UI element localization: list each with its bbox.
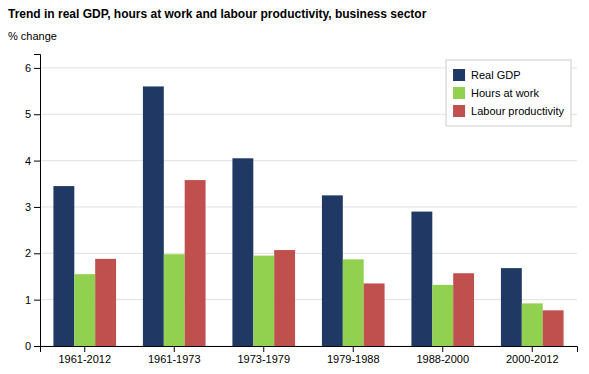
y-tick: 6	[25, 62, 40, 74]
x-tick-mark	[442, 346, 443, 352]
legend-label: Real GDP	[471, 69, 521, 81]
y-tick: 0	[25, 340, 40, 352]
x-tick: 1961-1973	[148, 346, 201, 365]
x-tick-label: 1961-1973	[148, 353, 201, 365]
bar	[322, 195, 343, 346]
y-tick-mark	[34, 68, 40, 69]
y-tick-label: 1	[25, 294, 31, 306]
y-tick-label: 3	[25, 201, 31, 213]
bar	[185, 180, 206, 346]
y-tick-mark	[34, 346, 40, 347]
x-tick-label: 1961-2012	[58, 353, 111, 365]
bar	[253, 256, 274, 346]
legend-swatch	[453, 87, 465, 99]
grid-line	[40, 253, 577, 254]
x-tick: 2000-2012	[506, 346, 559, 365]
x-tick-label: 1988-2000	[416, 353, 469, 365]
y-tick: 1	[25, 294, 40, 306]
x-tick-mark	[84, 346, 85, 352]
bar-series	[95, 180, 563, 346]
x-axis-line	[41, 347, 578, 353]
legend-swatch	[453, 105, 465, 117]
grid	[40, 68, 577, 346]
y-tick: 3	[25, 201, 40, 213]
x-tick-label: 1979-1988	[327, 353, 380, 365]
bar	[274, 250, 295, 346]
y-tick-label: 0	[25, 340, 31, 352]
legend-label: Labour productivity	[471, 105, 564, 117]
legend-swatch	[453, 69, 465, 81]
x-tick-mark	[174, 346, 175, 352]
legend-item: Real GDP	[453, 69, 521, 81]
x-tick: 1973-1979	[237, 346, 290, 365]
y-axis: 0 1 2 3 4 5 6	[25, 55, 41, 353]
grid-line	[40, 160, 577, 161]
bar-series	[74, 254, 542, 346]
y-tick-mark	[34, 300, 40, 301]
bar	[501, 268, 522, 346]
legend-item: Labour productivity	[453, 105, 564, 117]
grid-line	[40, 206, 577, 207]
legend-label: Hours at work	[471, 87, 539, 99]
y-axis-line	[34, 55, 41, 347]
bar	[143, 86, 164, 346]
x-tick: 1988-2000	[416, 346, 469, 365]
legend-frame	[446, 60, 571, 126]
title: Trend in real GDP, hours at work and lab…	[8, 7, 427, 21]
plot: 0 1 2 3 4 5 6 1961-2012 1961-1973 1973-1979 1979-1…	[25, 55, 578, 365]
bar	[364, 283, 385, 346]
bar	[543, 310, 564, 346]
y-tick: 4	[25, 155, 40, 167]
bar	[95, 259, 116, 346]
y-axis-label: % change	[8, 30, 57, 42]
bar	[411, 212, 432, 346]
bar	[343, 259, 364, 346]
x-tick-mark	[532, 346, 533, 352]
y-tick-mark	[34, 114, 40, 115]
y-tick-label: 6	[25, 62, 31, 74]
x-tick-label: 2000-2012	[506, 353, 559, 365]
grid-line	[40, 299, 577, 300]
chart: Trend in real GDP, hours at work and lab…	[0, 0, 589, 374]
bar	[232, 158, 253, 346]
bar	[522, 303, 543, 346]
legend-item: Hours at work	[453, 87, 539, 99]
y-tick: 2	[25, 247, 40, 259]
bar	[53, 186, 74, 346]
y-tick-label: 5	[25, 108, 31, 120]
bar	[432, 285, 453, 346]
y-tick-mark	[34, 161, 40, 162]
x-tick: 1961-2012	[58, 346, 111, 365]
y-tick-mark	[34, 207, 40, 208]
bar	[164, 254, 185, 346]
x-tick-label: 1973-1979	[237, 353, 290, 365]
y-tick-mark	[34, 253, 40, 254]
x-tick-mark	[353, 346, 354, 352]
x-tick: 1979-1988	[327, 346, 380, 365]
legend: Real GDP Hours at work Labour productivity	[446, 60, 571, 126]
y-tick-label: 4	[25, 155, 31, 167]
x-axis: 1961-2012 1961-1973 1973-1979 1979-1988 1988…	[41, 346, 578, 365]
bar	[74, 274, 95, 346]
y-tick-label: 2	[25, 247, 31, 259]
x-tick-mark	[263, 346, 264, 352]
bar	[453, 273, 474, 346]
y-tick: 5	[25, 108, 40, 120]
